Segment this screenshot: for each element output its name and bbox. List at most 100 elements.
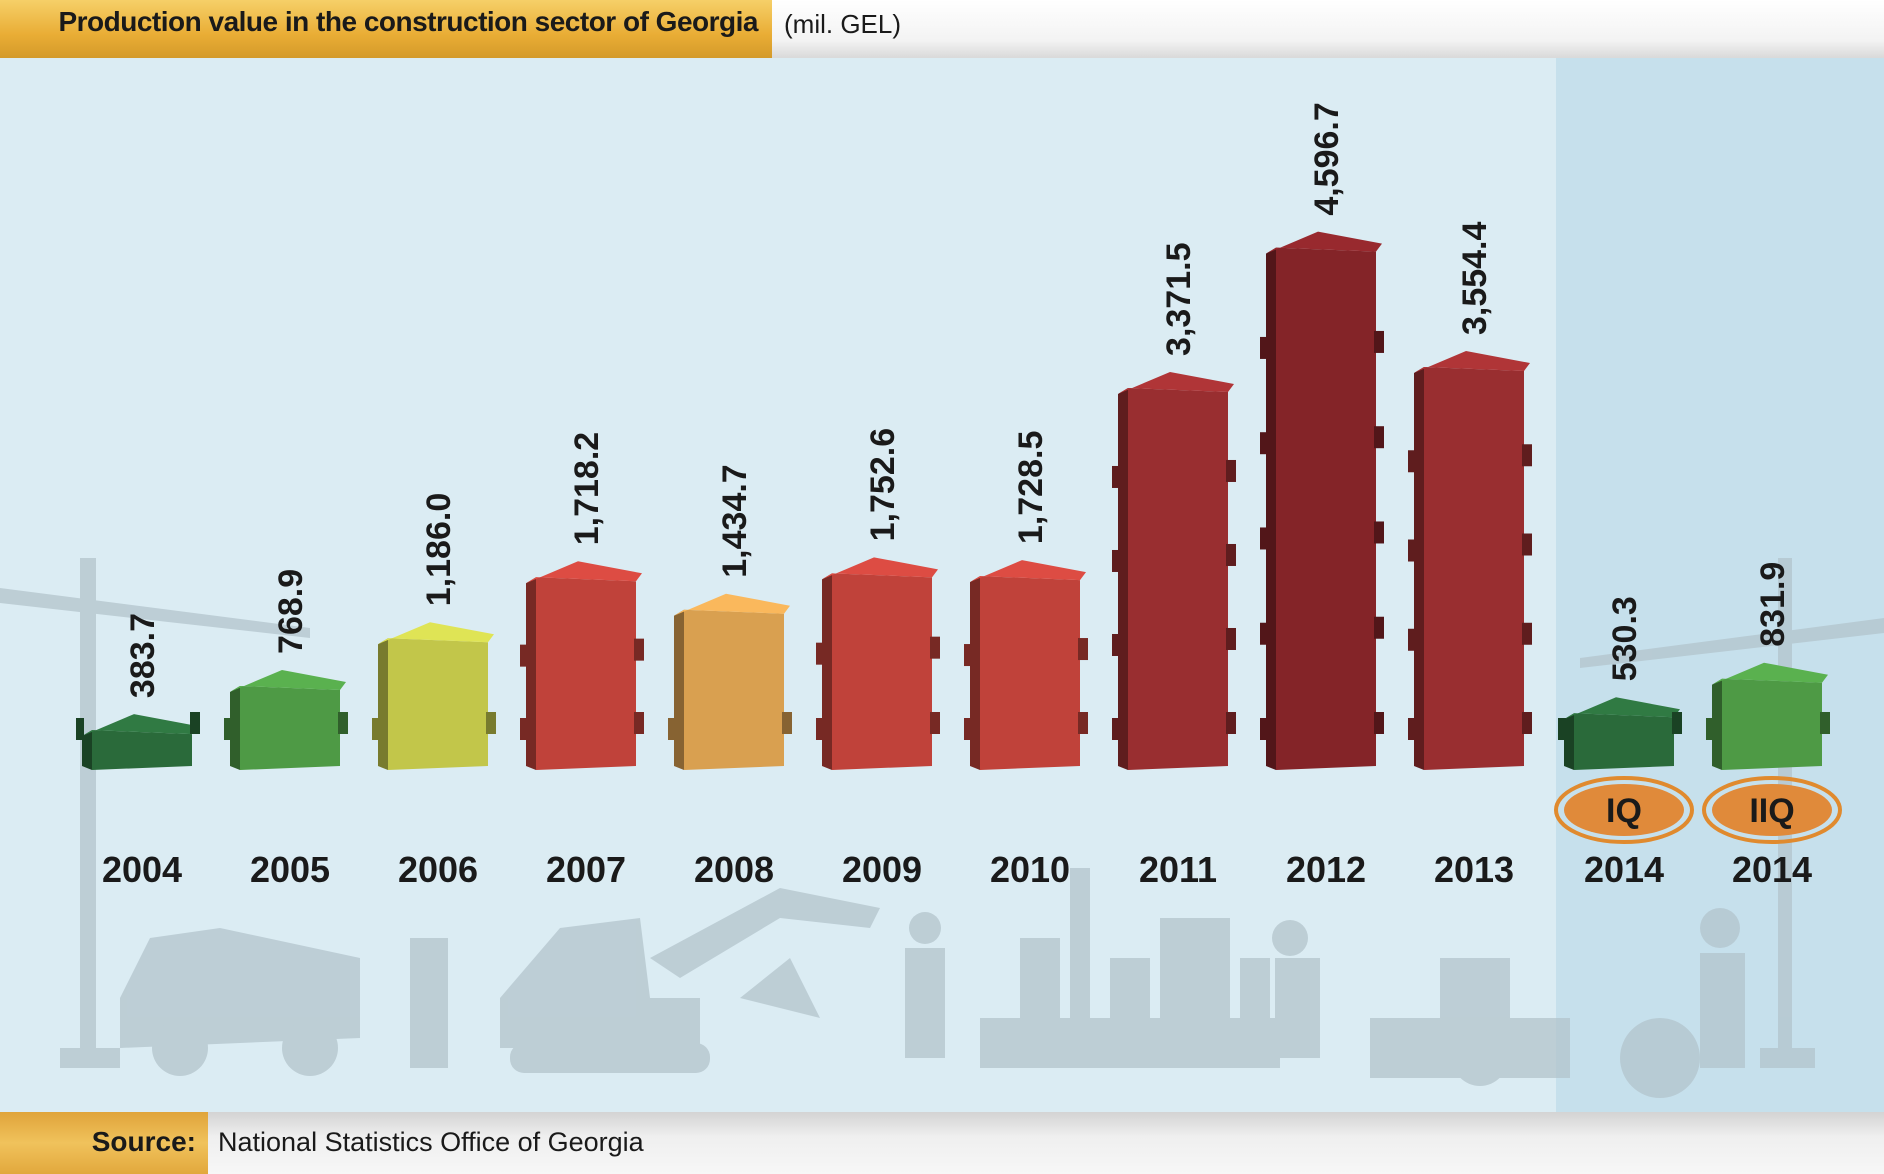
crane-jib-left-icon <box>0 588 310 638</box>
year-label: 2011 <box>1139 849 1217 890</box>
year-label: 2014 <box>1732 849 1812 890</box>
bar-notch <box>520 718 528 740</box>
worker-head-icon <box>1700 908 1740 948</box>
chart-canvas: 383.7 2004 768.9 2005 1,186.0 2006 1,718.2 2007… <box>0 102 1884 1098</box>
worker-icon <box>410 938 448 1068</box>
bar-notch <box>964 644 972 667</box>
value-label: 3,554.4 <box>1456 221 1494 335</box>
city-building-icon <box>1020 938 1060 1028</box>
value-label: 768.9 <box>272 569 310 654</box>
bar-roof <box>1414 351 1530 374</box>
bar-notch <box>634 712 644 734</box>
bar-front <box>832 573 932 770</box>
bar-front <box>684 609 784 770</box>
bar-front <box>92 730 192 770</box>
unit-label: (mil. GEL) <box>784 9 901 39</box>
labels-layer: 383.7 2004 768.9 2005 1,186.0 2006 1,718.2 2007… <box>102 102 1842 890</box>
bar-2004 <box>76 712 200 770</box>
bar-roof <box>674 593 790 616</box>
bar-roof <box>378 622 494 645</box>
bar-notch <box>1408 718 1416 740</box>
bar-notch <box>816 718 824 740</box>
excavator-arm-icon <box>650 888 880 978</box>
bar-roof <box>1118 371 1234 394</box>
bar-2013 <box>1408 351 1532 770</box>
quarter-label: IQ <box>1606 792 1642 830</box>
bar-notch <box>1112 465 1120 488</box>
source-label: Source: <box>91 1126 196 1157</box>
bar-side <box>82 730 92 770</box>
bar-notch <box>782 712 792 734</box>
crane-base-left-icon <box>60 1048 120 1068</box>
bar-notch <box>1112 718 1120 740</box>
bar-side <box>1564 713 1574 770</box>
bars-layer <box>76 231 1830 770</box>
crane-tower-left-icon <box>80 558 96 1058</box>
bar-roof <box>1712 662 1828 685</box>
bar-side <box>378 638 388 770</box>
truck-wheel-icon <box>282 1020 338 1076</box>
source-text: National Statistics Office of Georgia <box>218 1127 644 1157</box>
bar-notch <box>1226 712 1236 734</box>
value-label: 3,371.5 <box>1160 243 1198 356</box>
gear-icon <box>1620 1018 1700 1098</box>
bar-notch <box>1706 718 1714 740</box>
bar-notch <box>964 718 972 740</box>
bar-notch <box>1260 622 1268 645</box>
quarter-badge-ring <box>1702 776 1842 844</box>
quarter-badge <box>1564 784 1684 836</box>
city-building-icon <box>1160 918 1230 1028</box>
tractor-cab-icon <box>1440 958 1510 1028</box>
year-label: 2010 <box>990 849 1070 890</box>
city-building-icon <box>1240 958 1270 1028</box>
bar-notch <box>1112 549 1120 572</box>
bar-notch <box>1260 432 1268 455</box>
crane-base-right-icon <box>1760 1048 1815 1068</box>
bar-roof <box>822 557 938 580</box>
bar-notch <box>1374 616 1384 639</box>
bar-notch <box>1408 450 1416 473</box>
value-label: 1,718.2 <box>568 432 606 545</box>
value-label: 1,752.6 <box>864 428 902 541</box>
bar-front <box>536 577 636 770</box>
bar-roof <box>526 561 642 584</box>
bar-side <box>674 609 684 770</box>
value-label: 1,186.0 <box>420 493 458 606</box>
bar-front <box>980 576 1080 770</box>
bar-2014-IQ <box>1558 697 1682 770</box>
bar-notch <box>816 642 824 665</box>
worker-body-icon <box>1700 953 1745 1068</box>
bar-side <box>526 577 536 770</box>
title-box: Production value in the construction sec… <box>0 0 772 58</box>
truck-wheel-icon <box>152 1020 208 1076</box>
bar-2010 <box>964 560 1088 770</box>
year-label: 2014 <box>1584 849 1664 890</box>
year-label: 2008 <box>694 849 774 890</box>
bar-notch <box>1374 521 1384 544</box>
bar-notch <box>372 718 380 740</box>
bar-roof <box>970 560 1086 583</box>
bar-notch <box>224 718 232 740</box>
worker-body-icon <box>905 948 945 1058</box>
chart-title: Production value in the construction sec… <box>58 6 758 37</box>
bar-roof <box>1266 231 1382 254</box>
bar-side <box>1414 367 1424 770</box>
bar-notch <box>1522 533 1532 556</box>
bar-front <box>1128 387 1228 770</box>
value-label: 831.9 <box>1754 562 1792 647</box>
bar-side <box>230 685 240 770</box>
value-label: 530.3 <box>1606 596 1644 681</box>
bar-notch <box>1522 444 1532 467</box>
bar-notch <box>1226 543 1236 566</box>
bar-notch <box>1374 426 1384 449</box>
tractor-wheel-icon <box>1452 1030 1508 1086</box>
source-box: Source: <box>0 1112 208 1174</box>
bar-notch <box>1672 712 1682 734</box>
quarter-label: IIQ <box>1749 792 1794 830</box>
bar-front <box>1574 713 1674 770</box>
year-label: 2012 <box>1286 849 1366 890</box>
bar-notch <box>1078 638 1088 661</box>
bar-notch <box>338 712 348 734</box>
excavator-track-icon <box>510 1043 710 1073</box>
bar-notch <box>1226 627 1236 650</box>
